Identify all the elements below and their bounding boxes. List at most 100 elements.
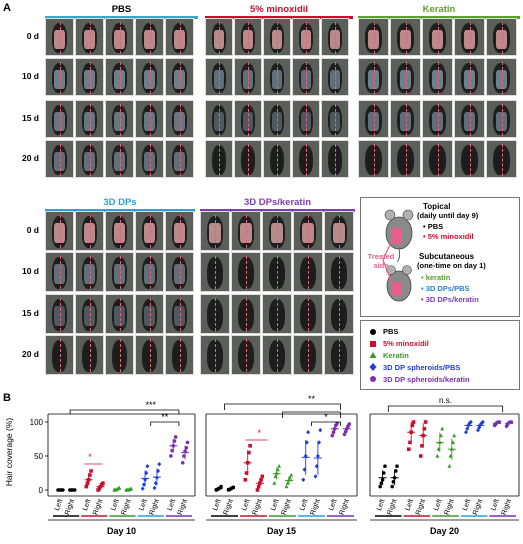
data-point [380, 478, 385, 482]
mouse-photo [358, 18, 389, 56]
data-point [313, 474, 318, 479]
mouse-photo [234, 18, 262, 56]
x-tick-label: Left [270, 498, 281, 511]
mouse-photo [205, 58, 233, 96]
data-point [272, 481, 277, 485]
sig-stars: *** [145, 400, 156, 410]
mouse-photo [292, 100, 320, 138]
data-point [84, 484, 89, 489]
data-point [379, 481, 384, 485]
data-point [306, 430, 311, 435]
data-point [274, 470, 279, 475]
data-point [288, 475, 293, 480]
data-point [219, 484, 223, 489]
mouse-photo [358, 58, 389, 96]
data-point [72, 488, 77, 492]
x-tick-label: Right [310, 498, 322, 516]
mouse-photo [292, 58, 320, 96]
mouse-photo [45, 140, 74, 178]
mouse-photo [205, 18, 233, 56]
data-point [154, 475, 159, 480]
group-title-keratin: Keratin [422, 4, 456, 15]
data-point [98, 484, 103, 489]
mouse-photo [390, 140, 421, 178]
data-point [275, 467, 280, 472]
data-point [117, 485, 122, 490]
data-point [183, 449, 187, 454]
subq-item-keratin-label: keratin [425, 273, 451, 282]
x-tick-label: Right [92, 498, 104, 516]
x-tick-label: Left [212, 498, 223, 511]
mouse-schematic-icon [382, 209, 414, 302]
data-point [437, 440, 442, 444]
data-point [273, 474, 278, 478]
treated-side-label: Treated side [367, 252, 395, 270]
mouse-photo [262, 252, 292, 292]
x-tick-label: Left [82, 498, 93, 511]
data-point [153, 481, 158, 486]
data-point [302, 467, 307, 472]
data-point [423, 420, 428, 424]
mouse-photo [263, 18, 291, 56]
data-point [304, 440, 309, 445]
x-tick-label: Left [138, 498, 149, 511]
sig-bracket [311, 421, 341, 426]
data-point [383, 464, 387, 468]
mouse-photo [262, 335, 292, 375]
mouse-photo [75, 211, 104, 251]
data-point [406, 447, 411, 451]
data-point [85, 481, 90, 485]
subq-item-dpk: • 3D DPs/keratin [421, 295, 479, 304]
data-point [331, 430, 336, 434]
x-tick-label: Left [299, 498, 310, 511]
x-tick-label: Right [415, 498, 427, 516]
mouse-photo [200, 294, 230, 334]
mouse-photo [105, 18, 134, 56]
legend-label-pbs: PBS [383, 327, 399, 336]
treatment-schematic: Topical (daily until day 9) • PBS • 5% m… [360, 197, 520, 317]
data-point [449, 447, 454, 451]
mouse-photo [135, 335, 164, 375]
group-bar-pbs [45, 16, 198, 19]
y-tick-label: 100 [30, 418, 44, 427]
data-point [89, 469, 93, 473]
mouse-photo [321, 18, 349, 56]
x-tick-label: Right [386, 498, 398, 516]
data-point [450, 440, 455, 444]
data-point [129, 486, 134, 491]
x-tick-label: Right [281, 498, 293, 516]
mouse-photo [165, 294, 194, 334]
row-label-0-1: 10 d [21, 71, 39, 81]
day-label: Day 15 [267, 526, 296, 536]
data-point [447, 464, 452, 468]
data-point [381, 471, 386, 475]
data-point [184, 446, 189, 450]
data-point [343, 429, 348, 434]
subq-title: Subcutaneous [419, 252, 475, 261]
data-point [448, 453, 453, 458]
row-label-0-0: 0 d [26, 31, 39, 41]
x-tick-label: Left [241, 498, 252, 511]
x-tick-label: Left [404, 498, 415, 511]
mouse-photo [75, 18, 104, 56]
mouse-photo [292, 18, 320, 56]
mouse-photo [422, 140, 453, 178]
data-point [169, 454, 173, 458]
day-label: Day 20 [430, 526, 459, 536]
data-point [436, 447, 441, 451]
mouse-photo [234, 100, 262, 138]
subq-item-dp-label: 3D DPs/PBS [425, 284, 470, 293]
mouse-photo [324, 294, 354, 334]
data-point [140, 486, 145, 491]
mouse-photo [200, 252, 230, 292]
data-point [256, 484, 261, 489]
mouse-photo [358, 140, 389, 178]
mouse-photo [486, 18, 517, 56]
photo-group-keratin: Keratin [358, 4, 520, 19]
mouse-photo [262, 211, 292, 251]
mouse-photo [390, 100, 421, 138]
legend-label-dp: 3D DP spheroids/PBS [383, 363, 461, 372]
mouse-photo [75, 335, 104, 375]
photo-group-dp: 3D DPs [45, 197, 195, 212]
mouse-photo [293, 252, 323, 292]
